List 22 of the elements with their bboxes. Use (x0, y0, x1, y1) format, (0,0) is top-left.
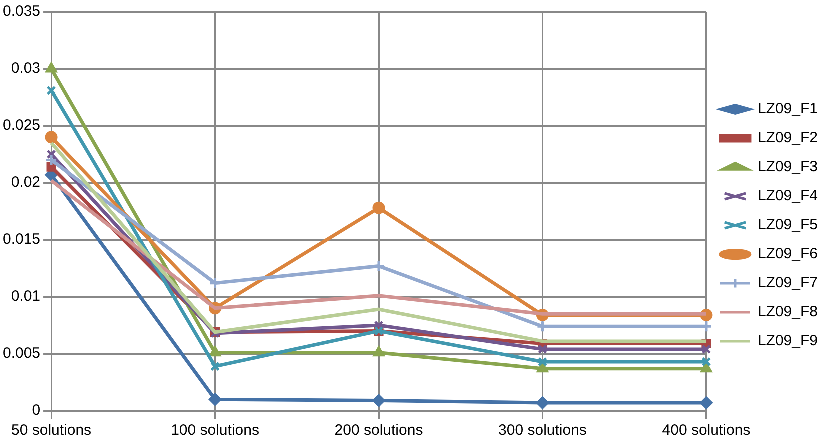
x-tick-label: 200 solutions (334, 422, 424, 440)
legend-label: LZ09_F7 (758, 274, 818, 292)
x-tick-label: 50 solutions (12, 422, 92, 440)
y-tick-label: 0.03 (11, 60, 41, 78)
legend-label: LZ09_F8 (758, 304, 818, 321)
y-tick-label: 0.01 (11, 288, 41, 306)
legend-label: LZ09_F9 (758, 332, 818, 350)
legend-label: LZ09_F6 (758, 246, 818, 263)
legend-label: LZ09_F5 (758, 216, 818, 234)
legend-label: LZ09_F3 (758, 158, 818, 176)
x-tick-label: 300 solutions (498, 422, 587, 440)
x-tick-label: 100 solutions (171, 422, 260, 440)
x-tick-label: 400 solutions (662, 422, 751, 440)
y-tick-label: 0.035 (2, 3, 41, 20)
y-tick-label: 0.015 (2, 231, 41, 248)
y-tick-label: 0.02 (11, 174, 41, 192)
y-tick-label: 0.025 (2, 117, 41, 134)
y-tick-label: 0.005 (2, 345, 41, 362)
legend-label: LZ09_F2 (758, 130, 818, 147)
y-tick-label: 0 (32, 402, 41, 420)
legend-label: LZ09_F4 (758, 188, 818, 205)
legend-label: LZ09_F1 (758, 100, 818, 118)
